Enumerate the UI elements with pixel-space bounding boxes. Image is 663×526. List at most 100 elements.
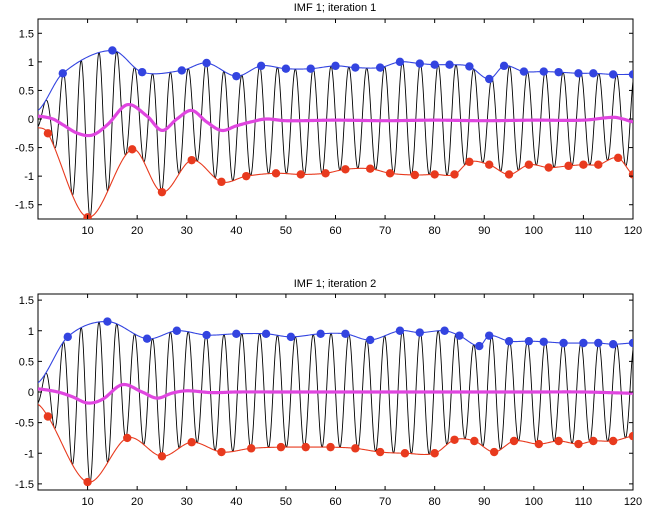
lower-envelope-point — [608, 436, 618, 446]
lower-envelope-point — [187, 438, 196, 447]
lower-envelope-point — [366, 164, 375, 173]
x-tick-label: 110 — [575, 225, 593, 237]
lower-envelope-point — [450, 435, 459, 444]
upper-envelope-point — [202, 330, 211, 340]
lower-envelope-point — [157, 187, 167, 197]
lower-envelope-point — [544, 163, 553, 172]
mean-envelope-line — [38, 102, 633, 138]
x-tick-label: 10 — [81, 496, 93, 508]
plot-area — [38, 317, 633, 487]
upper-envelope-point — [628, 338, 633, 348]
upper-envelope-point — [499, 61, 509, 71]
y-tick-label: -1 — [24, 171, 34, 183]
y-tick-label: 0.5 — [19, 356, 34, 368]
lower-envelope-point — [247, 444, 256, 453]
lower-envelope-point — [430, 449, 439, 458]
lower-envelope-point — [385, 169, 395, 178]
lower-envelope-point — [579, 160, 588, 169]
upper-envelope-point — [306, 64, 315, 73]
y-tick-label: -1.5 — [15, 200, 34, 212]
lower-envelope-point — [489, 447, 499, 457]
upper-envelope-point — [554, 67, 563, 77]
lower-envelope-point — [628, 170, 633, 179]
upper-envelope-point — [232, 71, 241, 81]
lower-envelope-point — [187, 155, 196, 165]
x-tick-label: 10 — [81, 225, 93, 237]
lower-envelope-point — [123, 433, 132, 443]
upper-envelope-point — [395, 326, 405, 335]
upper-envelope-point — [608, 70, 618, 79]
x-tick-label: 40 — [230, 225, 242, 237]
upper-envelope-point — [415, 59, 424, 68]
lower-envelope-point — [128, 145, 137, 154]
lower-envelope-point — [43, 129, 53, 138]
y-tick-label: 0.5 — [19, 85, 34, 97]
lower-envelope-point — [217, 447, 226, 457]
upper-envelope-point — [579, 338, 588, 348]
upper-envelope-point — [440, 326, 449, 335]
x-tick-label: 20 — [131, 225, 143, 237]
x-tick-label: 90 — [478, 496, 490, 508]
lower-envelope-point — [321, 169, 330, 178]
upper-envelope-point — [108, 46, 117, 55]
upper-envelope-point — [63, 332, 72, 342]
lower-envelope-point — [43, 412, 53, 421]
lower-envelope-point — [351, 444, 360, 453]
upper-envelope-point — [415, 328, 424, 337]
upper-envelope-point — [256, 61, 266, 71]
upper-envelope-point — [137, 67, 147, 77]
lower-envelope-point — [326, 442, 335, 452]
x-tick-label: 80 — [429, 496, 441, 508]
lower-envelope-point — [83, 477, 92, 487]
x-tick-label: 50 — [280, 225, 292, 237]
x-tick-label: 30 — [181, 225, 193, 237]
upper-envelope-point — [103, 317, 112, 326]
upper-envelope-point — [475, 341, 484, 351]
upper-envelope-point — [341, 329, 350, 339]
lower-envelope-point — [410, 170, 420, 180]
upper-envelope-point — [395, 57, 405, 67]
lower-envelope-point — [574, 439, 583, 449]
x-tick-label: 70 — [379, 496, 391, 508]
x-tick-label: 100 — [525, 225, 543, 237]
upper-envelope-point — [445, 60, 454, 69]
lower-envelope-point — [242, 171, 251, 181]
y-tick-label: 0 — [28, 387, 34, 399]
x-tick-label: 40 — [230, 496, 242, 508]
y-tick-label: 1.5 — [19, 295, 34, 307]
subplot-iteration-2: IMF 1; iteration 2 10 20 30 40 50 60 70 80 90 100… — [15, 278, 642, 508]
upper-envelope-point — [232, 329, 241, 339]
axis-ticks: 10 20 30 40 50 60 70 80 90 100 110 120 -1.5 -1 -0.5 0 0.… — [15, 294, 642, 508]
upper-envelope-point — [608, 340, 618, 349]
axis-ticks: 10 20 30 40 50 60 70 80 90 100 110 120 -1.5 -1 -0.5 0 0.… — [15, 19, 642, 237]
upper-envelope-point — [286, 332, 296, 342]
y-tick-label: 1 — [28, 57, 34, 69]
upper-envelope-point — [177, 66, 186, 75]
mean-envelope-line — [38, 382, 633, 405]
upper-envelope-point — [316, 329, 325, 339]
lower-envelope-point — [217, 177, 226, 187]
upper-envelope-point — [281, 64, 291, 73]
lower-envelope-point — [524, 160, 534, 169]
upper-envelope-point — [172, 326, 182, 335]
y-tick-label: 0 — [28, 114, 34, 126]
lower-envelope-point — [504, 170, 514, 179]
lower-envelope-point — [301, 442, 310, 452]
upper-envelope-point — [202, 58, 211, 68]
lower-envelope-point — [341, 165, 350, 174]
x-tick-label: 90 — [478, 225, 490, 237]
lower-envelope-point — [554, 436, 563, 446]
lower-envelope-line — [38, 403, 633, 483]
lower-envelope-point — [594, 160, 603, 169]
upper-envelope-point — [366, 335, 375, 345]
y-tick-label: -0.5 — [15, 143, 34, 155]
x-tick-label: 20 — [131, 496, 143, 508]
y-tick-label: 1 — [28, 326, 34, 338]
upper-envelope-point — [628, 70, 633, 79]
upper-envelope-point — [142, 334, 152, 343]
lower-envelope-point — [430, 170, 439, 179]
subplot-title: IMF 1; iteration 1 — [294, 2, 377, 14]
upper-envelope-point — [589, 69, 598, 78]
upper-envelope-point — [58, 69, 67, 78]
upper-envelope-point — [375, 63, 385, 72]
